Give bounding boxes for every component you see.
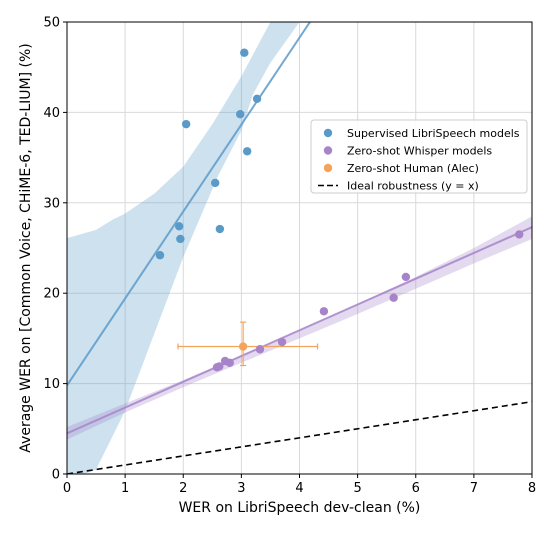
legend-ideal-robustness-y-x-label: Ideal robustness (y = x) bbox=[347, 180, 479, 193]
fit-lines bbox=[67, 22, 532, 474]
x-tick-label: 1 bbox=[121, 481, 129, 496]
supervised-librispeech-models-point bbox=[155, 251, 165, 260]
x-tick-label: 3 bbox=[237, 481, 245, 496]
x-tick-label: 7 bbox=[470, 481, 478, 496]
supervised-librispeech-models-confidence-band bbox=[67, 22, 300, 474]
legend-supervised-librispeech-models-marker bbox=[323, 128, 333, 138]
zero-shot-whisper-models-confidence-band bbox=[67, 216, 532, 440]
legend-zero-shot-human-alec-label: Zero-shot Human (Alec) bbox=[347, 162, 479, 175]
zero-shot-human-alec-point bbox=[238, 342, 248, 351]
x-axis-title: WER on LibriSpeech dev-clean (%) bbox=[179, 500, 421, 516]
confidence-bands bbox=[67, 22, 532, 474]
supervised-librispeech-models-point bbox=[252, 94, 262, 104]
supervised-librispeech-models-point bbox=[236, 110, 245, 119]
x-tick-label: 6 bbox=[412, 481, 420, 496]
y-tick-label: 20 bbox=[43, 287, 60, 302]
zero-shot-whisper-models-point bbox=[215, 362, 224, 371]
supervised-librispeech-models-fit-line bbox=[67, 22, 311, 386]
legend-zero-shot-whisper-models-marker bbox=[323, 146, 333, 155]
supervised-librispeech-models-point bbox=[174, 222, 184, 231]
zero-shot-whisper-models-point bbox=[255, 345, 265, 354]
supervised-librispeech-models-point bbox=[240, 48, 249, 57]
data-points bbox=[155, 48, 524, 372]
legend-box bbox=[310, 119, 528, 194]
zero-shot-whisper-models-point bbox=[225, 358, 234, 368]
y-tick-label: 0 bbox=[52, 468, 60, 483]
legend-zero-shot-human-alec-marker bbox=[323, 163, 333, 173]
y-tick-label: 30 bbox=[43, 196, 60, 211]
y-tick-label: 10 bbox=[43, 377, 60, 392]
zero-shot-whisper-models-fit-line bbox=[67, 226, 532, 435]
y-axis-title: Average WER on [Common Voice, CHiME-6, T… bbox=[18, 43, 34, 452]
legend-supervised-librispeech-models-label: Supervised LibriSpeech models bbox=[347, 127, 520, 140]
supervised-librispeech-models-point bbox=[181, 119, 191, 129]
supervised-librispeech-models-point bbox=[176, 234, 185, 244]
ideal-robustness-y-x-fit-line bbox=[67, 400, 532, 474]
zero-shot-whisper-models-point bbox=[401, 272, 411, 282]
x-tick-label: 2 bbox=[179, 481, 187, 496]
zero-shot-whisper-models-point bbox=[319, 307, 329, 316]
supervised-librispeech-models-point bbox=[242, 147, 252, 156]
legend-zero-shot-whisper-models-label: Zero-shot Whisper models bbox=[347, 145, 492, 158]
y-tick-label: 40 bbox=[43, 106, 60, 121]
zero-shot-whisper-models-point bbox=[389, 293, 398, 302]
supervised-librispeech-models-point bbox=[211, 178, 220, 188]
x-tick-label: 4 bbox=[295, 481, 303, 496]
x-tick-label: 8 bbox=[528, 481, 536, 496]
y-tick-label: 50 bbox=[43, 16, 60, 31]
zero-shot-whisper-models-point bbox=[277, 337, 287, 347]
x-tick-label: 0 bbox=[63, 481, 71, 496]
x-axis-ticks: 0 1 2 3 4 5 6 7 8 bbox=[63, 474, 536, 496]
x-tick-label: 5 bbox=[353, 481, 361, 496]
supervised-librispeech-models-point bbox=[215, 224, 225, 234]
legend: Supervised LibriSpeech models Zero-shot W… bbox=[310, 119, 528, 194]
zero-shot-whisper-models-point bbox=[515, 230, 524, 239]
y-axis-ticks: 0 10 20 30 40 50 bbox=[43, 16, 67, 483]
